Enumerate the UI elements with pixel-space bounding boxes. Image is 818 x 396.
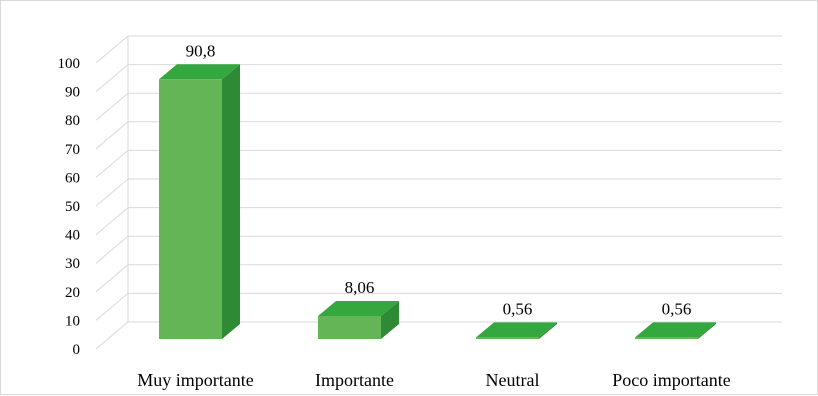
bar — [476, 337, 539, 339]
y-tick-label: 0 — [73, 342, 81, 358]
x-category-label: Muy importante — [137, 370, 253, 390]
gridline-depth — [95, 235, 129, 264]
bar — [318, 315, 381, 339]
data-label: 90,8 — [186, 41, 216, 60]
y-tick-label: 70 — [65, 142, 80, 158]
gridline-depth — [95, 293, 129, 321]
bar-side — [698, 322, 716, 339]
bar-top — [159, 64, 240, 80]
bar-side — [222, 64, 240, 339]
gridline-depth — [95, 35, 129, 64]
data-label: 8,06 — [345, 278, 375, 297]
data-label: 0,56 — [662, 299, 692, 318]
gridline-depth — [95, 321, 129, 350]
gridline-depth — [95, 207, 129, 235]
y-tick-label: 40 — [65, 228, 80, 244]
y-tick-label: 10 — [65, 313, 80, 329]
gridline-depth — [95, 121, 129, 150]
gridline-depth — [95, 264, 129, 293]
bar-top — [635, 322, 716, 338]
gridline-depth — [95, 150, 129, 178]
data-label: 0,56 — [503, 299, 533, 318]
y-tick-label: 50 — [65, 199, 80, 215]
x-category-label: Neutral — [486, 370, 540, 390]
y-tick-label: 20 — [65, 285, 80, 301]
bar-top — [318, 300, 399, 316]
bar-side — [539, 322, 557, 339]
y-tick-label: 100 — [58, 56, 81, 72]
x-category-label: Importante — [315, 370, 394, 390]
y-tick-label: 60 — [65, 170, 80, 186]
gridline-depth — [95, 92, 129, 121]
gridline-depth — [95, 178, 129, 207]
y-tick-label: 80 — [65, 113, 80, 129]
x-category-label: Poco importante — [612, 370, 730, 390]
y-tick-label: 90 — [65, 85, 80, 101]
gridline-depth — [95, 64, 129, 92]
bar-top — [476, 322, 557, 338]
bar-side — [381, 300, 399, 339]
y-tick-label: 30 — [65, 256, 80, 272]
bar — [159, 79, 222, 339]
bar — [635, 337, 698, 339]
